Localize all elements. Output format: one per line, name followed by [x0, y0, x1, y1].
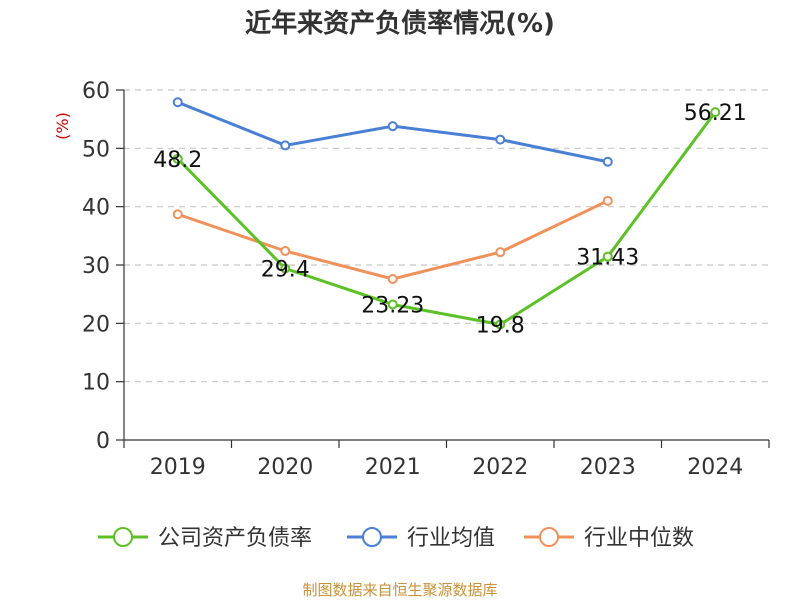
series-2-point-2019 — [172, 97, 183, 108]
x-tick-label-2022: 2022 — [472, 455, 528, 480]
series-2-point-2022 — [495, 134, 506, 145]
data-labels: 48.2 29.4 23.23 19.8 31.43 56.21 — [153, 101, 746, 338]
data-label-2019: 48.2 — [153, 148, 202, 173]
series-1-point-2021 — [387, 299, 398, 310]
series-line-3 — [176, 199, 610, 281]
series-1-point-2019 — [172, 153, 183, 164]
source-note: 制图数据来自恒生聚源数据库 — [302, 581, 497, 599]
axes: 0 10 20 30 40 50 60 2019 2020 2021 2022 2023 2024 — [82, 79, 770, 480]
series-2-point-2021 — [387, 121, 398, 132]
x-tick-label-2021: 2021 — [365, 455, 421, 480]
series-3-point-2020 — [280, 246, 291, 256]
y-tick-label-60: 60 — [82, 79, 110, 104]
series-2-point-2023 — [602, 156, 613, 167]
legend-label-3: 行业中位数 — [584, 526, 694, 551]
y-tick-label-10: 10 — [82, 371, 110, 396]
series-line-1 — [176, 110, 717, 326]
series-lines — [172, 97, 721, 330]
series-1-point-2023 — [602, 251, 613, 262]
y-tick-label-40: 40 — [82, 196, 110, 221]
x-tick-label-2023: 2023 — [580, 455, 636, 480]
legend-marker-3 — [539, 527, 559, 547]
data-label-2021: 23.23 — [361, 293, 424, 318]
data-label-2024: 56.21 — [684, 101, 747, 126]
legend-marker-2 — [362, 527, 382, 547]
series-3-point-2019 — [172, 209, 183, 220]
y-tick-label-30: 30 — [82, 254, 110, 279]
data-label-2023: 31.43 — [576, 246, 639, 271]
y-tick-label-0: 0 — [96, 429, 110, 454]
legend-marker-1 — [113, 527, 133, 547]
legend-label-1: 公司资产负债率 — [158, 526, 312, 551]
x-tick-label-2024: 2024 — [687, 455, 743, 480]
series-3-point-2023 — [602, 195, 613, 206]
series-1-point-2020 — [280, 263, 291, 274]
series-1-point-2022 — [495, 319, 506, 330]
series-2-point-2020 — [280, 140, 291, 151]
series-line-2 — [176, 100, 610, 164]
series-3-point-2022 — [495, 247, 506, 258]
series-1-point-2024 — [710, 107, 721, 118]
y-axis-unit: (%) — [53, 112, 72, 140]
y-tick-label-50: 50 — [82, 137, 110, 162]
data-label-2022: 19.8 — [476, 314, 525, 339]
legend: 公司资产负债率 行业均值 行业中位数 — [98, 526, 694, 551]
x-tick-label-2020: 2020 — [257, 455, 313, 480]
y-tick-label-20: 20 — [82, 312, 110, 337]
data-label-2020: 29.4 — [261, 258, 310, 283]
series-3-point-2021 — [387, 274, 398, 284]
chart-title: 近年来资产负债率情况(%) — [245, 8, 555, 39]
x-tick-label-2019: 2019 — [150, 455, 206, 480]
legend-label-2: 行业均值 — [407, 526, 495, 551]
